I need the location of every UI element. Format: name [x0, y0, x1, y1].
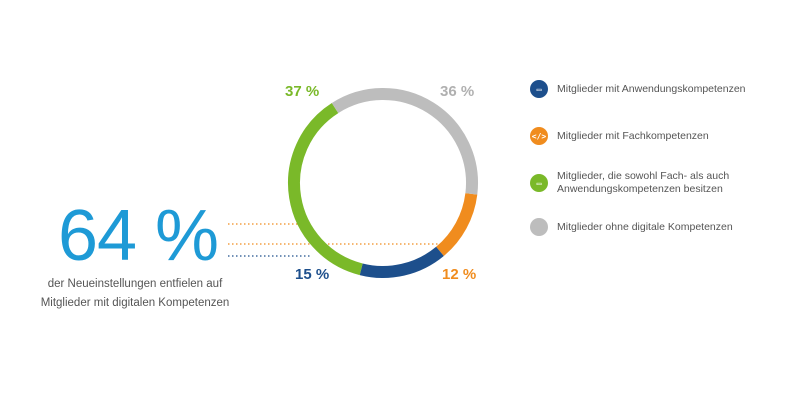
code-icon: </> — [530, 127, 548, 145]
code-monitor-icon: ▭ — [530, 174, 548, 192]
donut-slice-gray — [331, 88, 478, 195]
donut-slice-orange — [435, 192, 478, 256]
legend-item-3: ▭ Mitglieder, die sowohl Fach- als auch A… — [530, 170, 732, 196]
slice-label-orange: 12 % — [442, 266, 477, 283]
headline-caption-line-1: der Neueinstellungen entfielen auf — [47, 278, 223, 290]
headline-value: 64 % — [57, 196, 219, 276]
monitor-icon: ▭ — [530, 80, 548, 98]
legend-label: Mitglieder mit Fachkompetenzen — [557, 129, 709, 142]
legend-item-2: </> Mitglieder mit Fachkompetenzen — [530, 127, 709, 145]
legend-item-1: ▭ Mitglieder mit Anwendungskompetenzen — [530, 80, 746, 98]
headline-caption-line-2: Mitglieder mit digitalen Kompetenzen — [40, 297, 230, 309]
headline-caption: der Neueinstellungen entfielen auf Mitgl… — [30, 275, 240, 313]
legend-label: Mitglieder mit Anwendungskompetenzen — [557, 82, 746, 95]
slice-label-blue: 15 % — [295, 266, 330, 283]
donut-slice-blue — [359, 246, 444, 278]
donut-slice-green — [288, 102, 363, 276]
legend-swatch — [530, 218, 548, 236]
slice-label-green: 37 % — [285, 83, 320, 100]
legend-label: Mitglieder, die sowohl Fach- als auch An… — [557, 170, 730, 195]
slice-label-gray: 36 % — [440, 83, 475, 100]
legend-label: Mitglieder ohne digitale Kompetenzen — [557, 220, 733, 233]
legend-item-4: Mitglieder ohne digitale Kompetenzen — [530, 218, 733, 236]
